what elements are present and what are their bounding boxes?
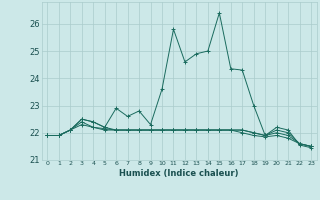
X-axis label: Humidex (Indice chaleur): Humidex (Indice chaleur) (119, 169, 239, 178)
